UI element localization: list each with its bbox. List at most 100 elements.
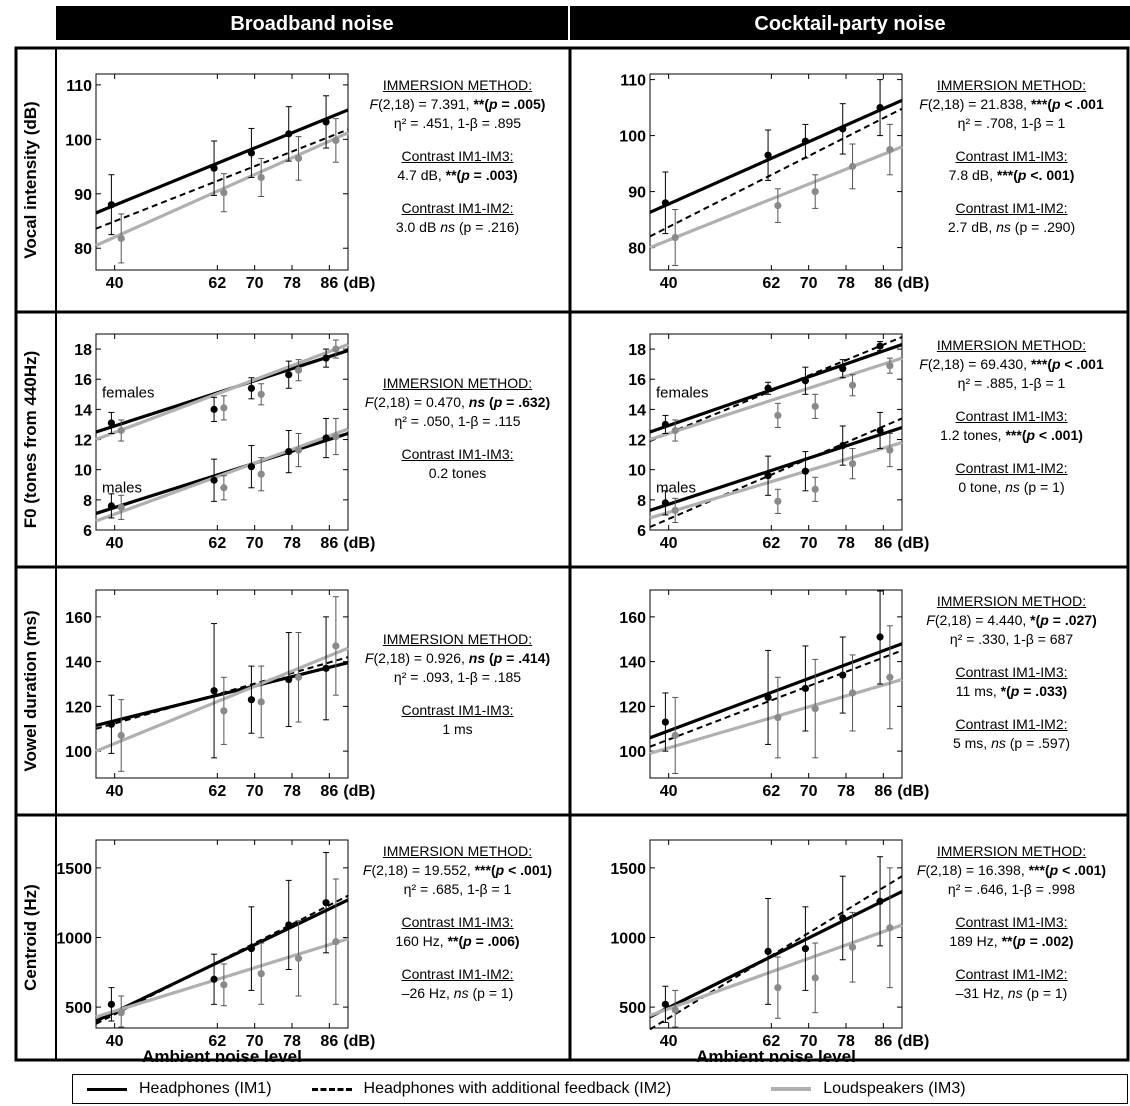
stats-block-2-0: IMMERSION METHOD: F(2,18) = 0.926, ns (p … [350, 630, 565, 739]
fit-line-im2 [649, 417, 903, 528]
stats-c13-value: 160 Hz, **(p = .006) [395, 933, 520, 949]
stats-c13-value: 0.2 tones [428, 465, 487, 481]
column-header-1: Cocktail-party noise [754, 13, 945, 35]
data-point [671, 233, 679, 242]
stats-c12-value: 2.7 dB, ns (p = .290) [947, 219, 1076, 235]
y-tick-label: 140 [619, 655, 646, 672]
data-point [801, 945, 810, 953]
stats-c12-title: Contrast IM1-IM2: [401, 200, 514, 216]
stats-c13-title: Contrast IM1-IM3: [401, 446, 514, 462]
data-point [886, 924, 894, 932]
y-tick-label: 500 [619, 1000, 646, 1017]
fit-line-im3 [649, 923, 903, 1017]
x-tick-label: 86 [874, 275, 892, 292]
x-tick-label: 40 [106, 1033, 124, 1050]
x-tick-label: 70 [800, 275, 818, 292]
stats-c13-title: Contrast IM1-IM3: [401, 148, 514, 164]
fit-line-im2 [95, 128, 349, 230]
legend-label-im3: Loudspeakers (IM3) [823, 1080, 966, 1097]
x-tick-label: 70 [800, 1033, 818, 1050]
x-unit-label: (dB) [897, 275, 929, 292]
x-tick-label: 78 [837, 1033, 855, 1050]
data-point [220, 981, 228, 989]
data-point [332, 938, 340, 946]
data-point [285, 371, 293, 379]
data-point [661, 420, 670, 429]
stats-c12-value: –31 Hz, ns (p = 1) [955, 985, 1068, 1001]
fit-line-im1 [95, 108, 349, 215]
x-unit-label: (dB) [343, 535, 375, 552]
stats-block-0-1: IMMERSION METHOD: F(2,18) = 21.838, ***(p… [904, 76, 1119, 237]
y-tick-label: 6 [83, 523, 92, 540]
x-tick-label: 78 [837, 535, 855, 552]
data-point [661, 1000, 670, 1008]
fit-line-im1 [649, 425, 903, 512]
stats-f: F(2,18) = 16.398, ***(p < .001) [916, 862, 1107, 878]
fit-line-im1 [649, 642, 903, 740]
stats-eta: η² = .330, 1-β = 687 [949, 631, 1074, 647]
data-point [886, 673, 894, 681]
fit-line-im2 [95, 894, 349, 1025]
x-axis-label: Ambient noise level [142, 1047, 302, 1066]
y-tick-label: 6 [637, 523, 646, 540]
stats-c13-title: Contrast IM1-IM3: [955, 914, 1068, 930]
y-tick-label: 16 [74, 372, 92, 389]
data-point [876, 426, 884, 435]
data-point [294, 673, 303, 681]
stats-block-1-1: IMMERSION METHOD: F(2,18) = 69.430, ***(p… [904, 336, 1119, 497]
stats-block-3-1: IMMERSION METHOD: F(2,18) = 16.398, ***(p… [904, 842, 1119, 1003]
data-point [294, 366, 303, 374]
data-point [839, 914, 847, 922]
y-tick-label: 140 [65, 655, 92, 672]
data-point [257, 390, 265, 398]
data-point [322, 354, 330, 362]
y-tick-label: 16 [628, 372, 646, 389]
x-tick-label: 62 [762, 1033, 780, 1050]
y-tick-label: 1500 [610, 861, 646, 878]
x-tick-label: 40 [660, 535, 678, 552]
chart-3-1: 500 1000 1500 40 62 70 78 86 (dB) Ambient noise l… [610, 839, 929, 1066]
x-tick-label: 40 [106, 275, 124, 292]
data-point [294, 954, 303, 962]
plot-area [649, 589, 903, 779]
data-point [220, 484, 228, 492]
stats-c12-title: Contrast IM1-IM2: [955, 460, 1068, 476]
stats-f: F(2,18) = 21.838, ***(p < .001 [919, 96, 1104, 112]
data-point [247, 696, 255, 704]
y-tick-label: 10 [74, 463, 92, 480]
data-point [322, 434, 330, 442]
data-point [839, 671, 847, 679]
data-point [848, 381, 857, 389]
stats-eta: η² = .451, 1-β = .895 [393, 115, 522, 131]
y-tick-label: 90 [74, 187, 92, 204]
y-tick-label: 100 [619, 129, 646, 146]
data-point [848, 943, 857, 951]
y-tick-label: 1000 [56, 930, 92, 947]
x-unit-label: (dB) [343, 1033, 375, 1050]
x-tick-label: 78 [283, 1033, 301, 1050]
data-point [322, 899, 330, 907]
stats-c12-value: 0 tone, ns (p = 1) [958, 479, 1065, 495]
data-point [107, 720, 115, 728]
data-point [764, 384, 772, 392]
y-tick-label: 110 [66, 78, 92, 95]
fit-line-im1 [649, 98, 903, 214]
stats-title: IMMERSION METHOD: [382, 77, 533, 93]
data-point [332, 345, 340, 353]
stats-title: IMMERSION METHOD: [936, 593, 1087, 609]
legend-swatch-im2 [311, 1087, 352, 1091]
stats-eta: η² = .885, 1-β = 1 [957, 375, 1066, 391]
legend-label-im2: Headphones with additional feedback (IM2… [363, 1080, 672, 1097]
data-point [661, 499, 670, 507]
data-point [876, 633, 884, 641]
y-tick-label: 12 [74, 433, 92, 450]
data-point [107, 419, 115, 427]
stats-c12-value: 3.0 dB ns (p = .216) [395, 219, 520, 235]
chart-2-1: 100 120 140 160 40 62 70 78 86 (dB) [619, 589, 929, 800]
data-point [322, 118, 330, 126]
stats-c13-value: 1.2 tones, ***(p < .001) [940, 427, 1083, 443]
data-point [220, 189, 228, 197]
data-point [671, 426, 679, 435]
data-point [257, 173, 265, 182]
stats-block-3-0: IMMERSION METHOD: F(2,18) = 19.552, ***(p… [350, 842, 565, 1003]
